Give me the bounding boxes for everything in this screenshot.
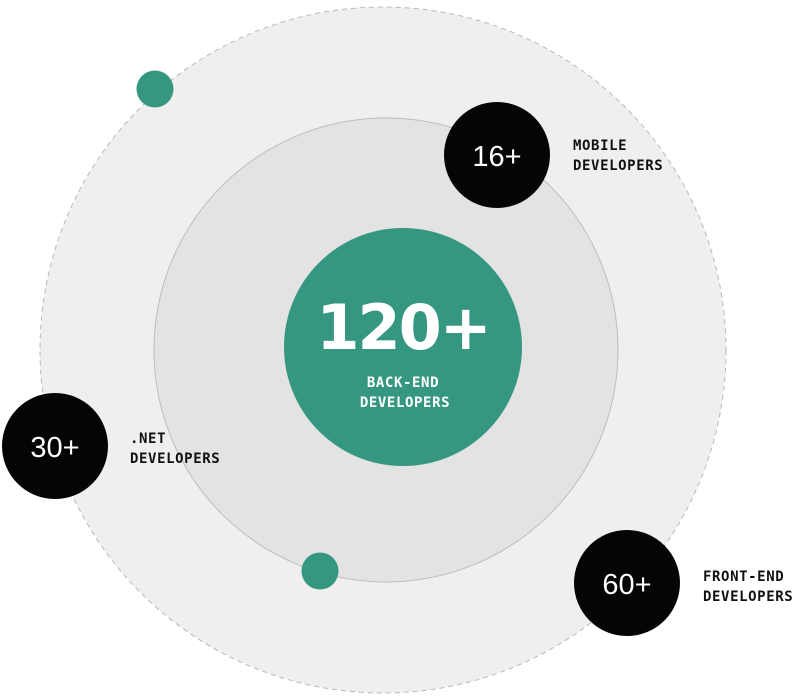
center-label-line-1: BACK-END: [367, 375, 439, 391]
node-front-end-value: 60+: [602, 569, 651, 601]
node-dotnet: 30+ .NET DEVELOPERS: [2, 393, 220, 499]
node-mobile-circle: [444, 102, 550, 208]
node-mobile-label-line-1: MOBILE: [573, 138, 627, 154]
node-mobile: 16+ MOBILE DEVELOPERS: [444, 102, 663, 208]
node-dotnet-circle: [2, 393, 108, 499]
node-front-end-label-line-2: DEVELOPERS: [703, 589, 793, 605]
orbit-dot-top-left: [136, 70, 174, 108]
node-dotnet-label-line-2: DEVELOPERS: [130, 451, 220, 467]
node-front-end-label-line-1: FRONT-END: [703, 569, 784, 585]
node-mobile-label-line-2: DEVELOPERS: [573, 158, 663, 174]
center-circle: [284, 228, 522, 466]
node-dotnet-label-line-1: .NET: [130, 431, 166, 447]
node-front-end-circle: [574, 530, 680, 636]
center-label-line-2: DEVELOPERS: [360, 395, 450, 411]
node-mobile-value: 16+: [472, 141, 521, 173]
center-value: 120+: [316, 291, 489, 364]
center-node-back-end: 120+ BACK-END DEVELOPERS: [284, 228, 522, 466]
orbit-dot-bottom: [301, 552, 339, 590]
node-front-end: 60+ FRONT-END DEVELOPERS: [574, 530, 793, 636]
node-dotnet-value: 30+: [30, 432, 79, 464]
